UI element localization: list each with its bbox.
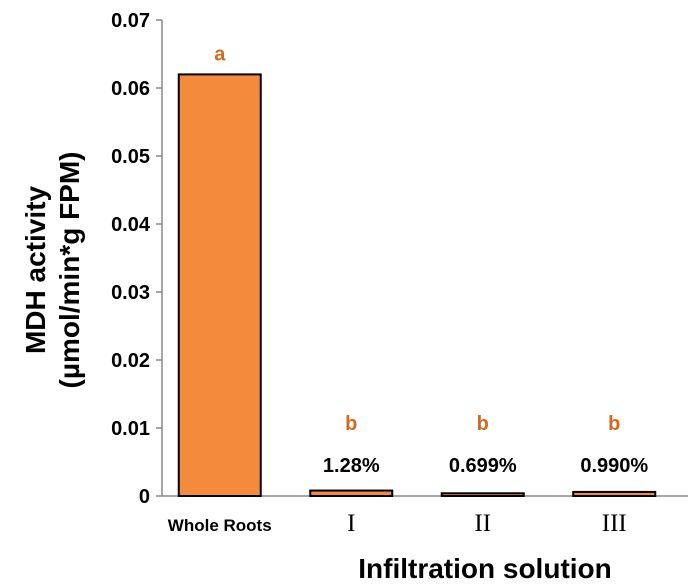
y-tick-label: 0.07 (111, 10, 150, 32)
x-tick-label: II (474, 510, 491, 537)
y-tick-label: 0.04 (111, 214, 151, 236)
y-axis-title: MDH activity (µmol/min*g FPM) (20, 151, 85, 388)
y-tick-label: 0.01 (111, 418, 150, 440)
significance-letter: b (477, 413, 489, 435)
y-axis-title-line1: MDH activity (20, 186, 51, 354)
bars (177, 73, 657, 498)
significance-letter: b (345, 413, 357, 435)
bar (572, 490, 657, 498)
bar (309, 489, 394, 497)
percent-label: 0.990% (580, 455, 648, 477)
x-axis-title: Infiltration solution (358, 553, 612, 584)
bar (440, 492, 525, 497)
y-tick-label: 0.02 (111, 350, 150, 372)
significance-letter: b (608, 413, 620, 435)
y-axis-title-line2: (µmol/min*g FPM) (54, 151, 85, 388)
y-tick-label: 0.05 (111, 146, 150, 168)
x-tick-label: III (602, 510, 627, 537)
x-axis: Whole Roots I II III (162, 495, 688, 537)
significance-letter: a (214, 43, 226, 65)
y-tick-label: 0 (139, 486, 150, 508)
x-tick-label: Whole Roots (168, 516, 272, 535)
percent-label: 0.699% (449, 455, 517, 477)
percent-label: 1.28% (323, 455, 380, 477)
y-tick-label: 0.03 (111, 282, 150, 304)
bar-labels: a 1.28% b 0.699% b 0.990% b (214, 43, 648, 477)
x-tick-label: I (347, 510, 355, 537)
y-axis: 0 0.01 0.02 0.03 0.04 0.05 0.06 0.07 (111, 10, 163, 508)
bar (177, 73, 262, 498)
y-tick-label: 0.06 (111, 78, 150, 100)
